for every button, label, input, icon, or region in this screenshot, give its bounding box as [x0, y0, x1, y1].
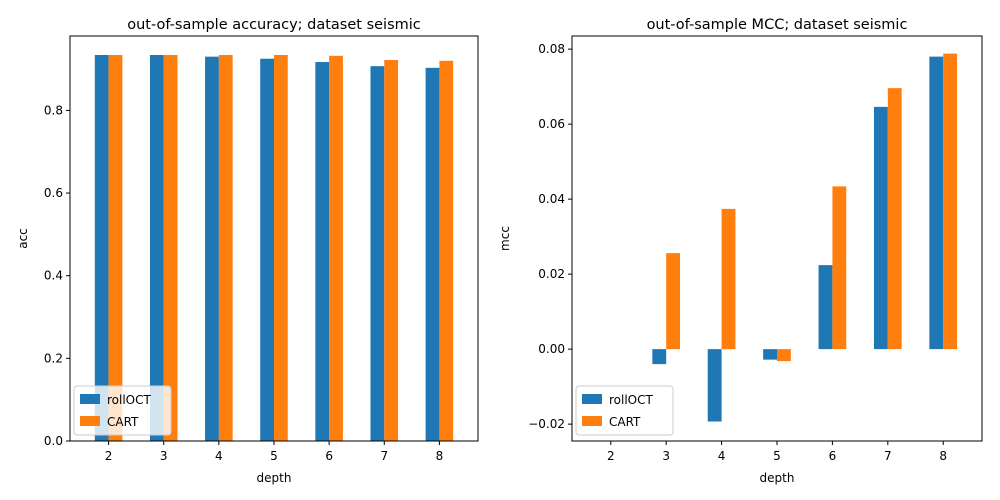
- x-tick-label: 7: [884, 449, 892, 463]
- y-tick-label: 0.0: [44, 434, 63, 448]
- bar-rolloct-depth-4: [205, 56, 219, 441]
- y-tick-label: 0.8: [44, 103, 63, 117]
- bar-cart-depth-3: [666, 253, 681, 350]
- legend: rollOCT CART: [73, 385, 172, 436]
- bar-rolloct-depth-3: [652, 349, 667, 365]
- chart-mcc: out-of-sample MCC; dataset seismic −0.02…: [498, 17, 983, 485]
- x-axis: 2 3 4 5 6 7 8: [607, 441, 947, 463]
- y-tick-label: 0.04: [538, 192, 565, 206]
- bars-group: [94, 55, 454, 442]
- x-tick-label: 3: [160, 449, 168, 463]
- chart-title: out-of-sample accuracy; dataset seismic: [127, 17, 421, 33]
- bar-rolloct-depth-8: [929, 56, 944, 350]
- x-tick-label: 6: [829, 449, 837, 463]
- y-tick-label: 0.00: [538, 342, 565, 356]
- y-axis: −0.02 0.00 0.02 0.04 0.06 0.08: [528, 42, 572, 431]
- x-tick-label: 4: [215, 449, 223, 463]
- bar-cart-depth-7: [384, 59, 399, 441]
- legend-swatch-cart: [582, 416, 602, 426]
- bar-rolloct-depth-2: [94, 55, 109, 441]
- legend-swatch-rolloct: [582, 394, 602, 404]
- y-tick-label: 0.08: [538, 42, 565, 56]
- y-tick-label: 0.4: [44, 269, 63, 283]
- bar-rolloct-depth-6: [315, 62, 330, 441]
- bar-cart-depth-8: [439, 60, 454, 442]
- bar-cart-depth-4: [218, 55, 233, 441]
- x-tick-label: 5: [270, 449, 278, 463]
- y-tick-label: 0.02: [538, 267, 565, 281]
- x-tick-label: 2: [105, 449, 113, 463]
- x-tick-label: 8: [436, 449, 444, 463]
- legend-swatch-cart: [80, 416, 100, 426]
- bar-cart-depth-6: [329, 55, 343, 442]
- bar-rolloct-depth-6: [818, 265, 833, 350]
- bar-cart-depth-5: [274, 55, 288, 441]
- x-axis: 2 3 4 5 6 7 8: [105, 441, 443, 463]
- legend-swatch-rolloct: [80, 394, 100, 404]
- legend-label-cart: CART: [107, 415, 139, 429]
- legend-label-cart: CART: [609, 415, 641, 429]
- legend: rollOCT CART: [575, 385, 674, 436]
- bar-cart-depth-2: [108, 55, 123, 441]
- bar-cart-depth-4: [721, 208, 736, 350]
- bar-rolloct-depth-7: [370, 66, 385, 442]
- legend-label-rolloct: rollOCT: [609, 393, 654, 407]
- chart-title: out-of-sample MCC; dataset seismic: [647, 17, 908, 33]
- bar-cart-depth-6: [832, 186, 847, 350]
- x-axis-label: depth: [257, 471, 292, 485]
- y-axis: 0.0 0.2 0.4 0.6 0.8: [44, 103, 70, 448]
- bar-cart-depth-7: [887, 88, 902, 350]
- plot-frame: [571, 35, 983, 442]
- bars-group: [652, 53, 958, 422]
- y-tick-label: −0.02: [528, 417, 565, 431]
- x-tick-label: 7: [380, 449, 388, 463]
- x-tick-label: 8: [939, 449, 947, 463]
- bar-cart-depth-5: [777, 349, 791, 362]
- x-tick-label: 3: [662, 449, 670, 463]
- bar-rolloct-depth-5: [260, 58, 274, 441]
- bar-cart-depth-8: [943, 53, 958, 350]
- bar-rolloct-depth-3: [149, 55, 164, 441]
- x-tick-label: 4: [718, 449, 726, 463]
- plot-frame: [69, 35, 479, 442]
- y-tick-label: 0.6: [44, 186, 63, 200]
- legend-label-rolloct: rollOCT: [107, 393, 152, 407]
- bar-cart-depth-3: [163, 55, 178, 441]
- y-tick-label: 0.06: [538, 117, 565, 131]
- y-axis-label: mcc: [498, 226, 512, 251]
- x-tick-label: 6: [325, 449, 333, 463]
- bar-rolloct-depth-8: [425, 67, 440, 441]
- bar-rolloct-depth-4: [707, 349, 722, 422]
- chart-accuracy: out-of-sample accuracy; dataset seismic …: [16, 17, 479, 485]
- bar-rolloct-depth-5: [763, 349, 777, 360]
- y-tick-label: 0.2: [44, 351, 63, 365]
- y-axis-label: acc: [16, 228, 30, 249]
- x-tick-label: 2: [607, 449, 615, 463]
- bar-rolloct-depth-7: [873, 106, 888, 350]
- x-tick-label: 5: [773, 449, 781, 463]
- x-axis-label: depth: [760, 471, 795, 485]
